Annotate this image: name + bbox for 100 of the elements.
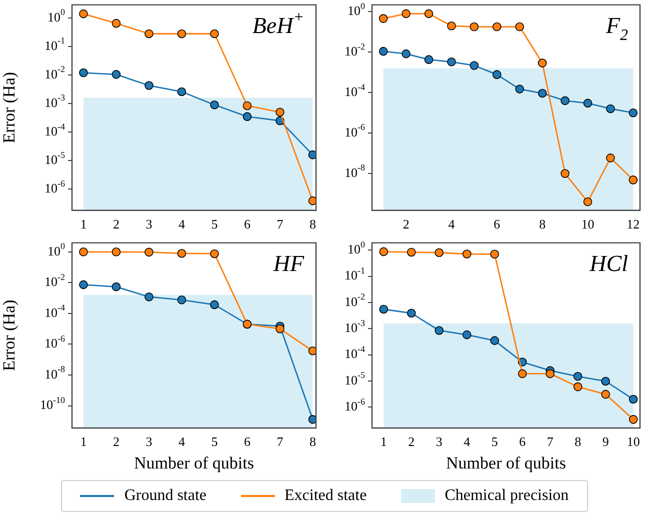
point [628,415,638,424]
x-tick-label: 6 [244,434,251,450]
x-tick-label: 12 [626,216,640,232]
point [402,9,410,18]
point [470,22,479,32]
point [606,104,615,114]
x-tick-label: 1 [380,434,387,450]
point [601,376,610,386]
x-tick-label: 10 [581,216,594,232]
x-tick-label: 5 [211,434,218,450]
point [79,280,88,290]
point [628,108,638,118]
point [402,49,410,58]
point [210,29,219,38]
point [144,248,154,257]
point [112,18,121,28]
x-tick-label: 7 [546,434,554,450]
point [560,96,570,106]
y-axis-title: Error (Ha) [0,300,19,372]
point [378,14,388,23]
legend-label: Ground state [124,487,207,505]
x-tick-label: 5 [211,216,218,232]
y-axis-title: Error (Ha) [0,72,19,144]
point [144,81,154,90]
x-tick-label: 6 [494,216,501,232]
point [573,382,582,392]
x-tick-label: 6 [244,216,251,232]
x-tick-label: 8 [309,216,316,232]
x-tick-label: 6 [519,434,526,450]
x-tick-label: 3 [436,434,442,450]
point [242,112,252,121]
point [379,247,388,256]
point [515,84,524,94]
x-tick-label: 8 [309,434,316,450]
point [492,70,502,79]
point [177,29,186,38]
point [606,154,615,162]
point [447,21,456,30]
point [308,346,316,356]
point [434,326,444,335]
x-tick-label: 10 [626,434,640,450]
point [177,248,186,258]
point [144,29,154,38]
point [470,61,479,70]
x-tick-label: 4 [464,434,471,450]
x-tick-label: 4 [178,434,186,450]
point [601,390,610,399]
x-tick-label: 3 [146,434,152,450]
point [518,369,527,378]
x-axis-title: Number of qubits [446,453,566,472]
point [538,58,547,68]
point [210,300,219,310]
point [79,68,88,78]
point [573,372,582,381]
point [308,150,316,160]
point [379,304,388,314]
x-tick-label: 8 [539,216,546,232]
point [424,55,434,64]
point [560,169,570,178]
point [112,247,121,256]
point [79,247,88,256]
point [490,336,500,345]
point [112,70,121,79]
point [308,415,316,424]
point [177,295,186,304]
x-tick-label: 1 [80,434,87,450]
point [462,250,472,258]
point [378,46,388,56]
x-tick-label: 1 [80,216,87,232]
point [462,330,472,340]
x-tick-label: 2 [408,434,415,450]
x-tick-label: 8 [574,434,582,450]
point [308,196,316,206]
point [406,308,416,318]
x-tick-label: 7 [276,434,284,450]
point [628,394,638,404]
chart-title: HF [272,250,305,276]
point [276,324,284,334]
legend-label: Chemical precision [444,487,569,505]
point [434,248,444,258]
x-tick-label: 5 [491,434,498,450]
point [583,197,592,206]
point [210,249,219,258]
x-tick-label: 2 [112,216,120,232]
point [628,176,638,184]
point [447,58,456,66]
point [546,369,555,378]
point [242,101,252,110]
point [424,9,434,18]
x-tick-label: 2 [112,434,120,450]
x-tick-label: 4 [448,216,456,232]
x-tick-label: 3 [146,216,152,232]
x-tick-label: 2 [402,216,410,232]
point [210,100,219,110]
point [406,248,416,257]
point [583,98,592,108]
x-axis-title: Number of qubits [134,453,254,472]
point [276,108,284,117]
legend-label: Excited state [284,487,367,505]
point [538,88,547,98]
